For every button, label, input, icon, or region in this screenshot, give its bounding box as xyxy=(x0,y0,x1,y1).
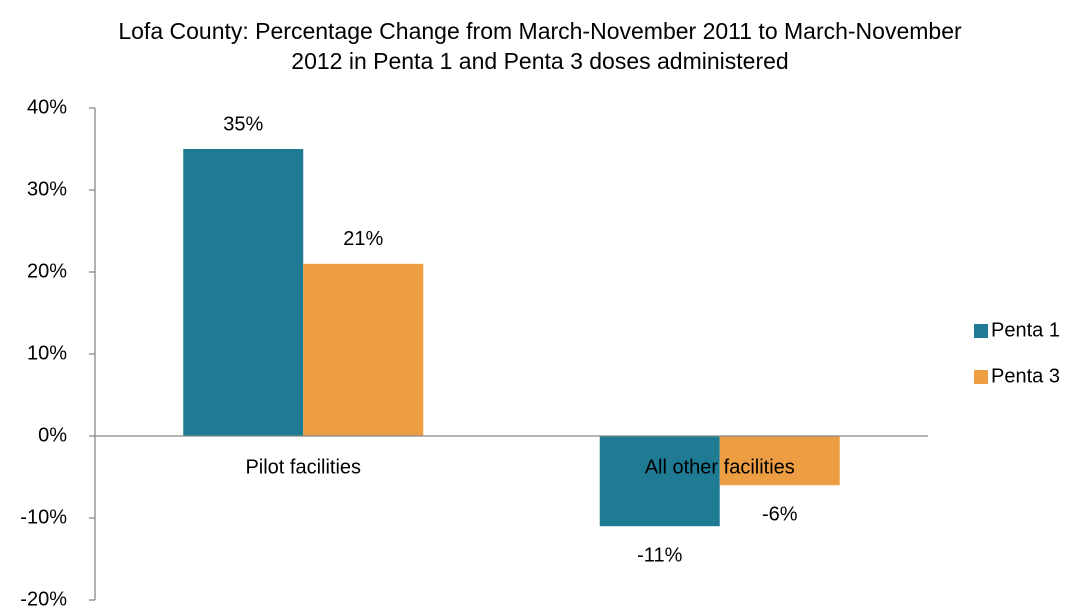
chart-title: Lofa County: Percentage Change from Marc… xyxy=(118,18,962,74)
bar xyxy=(719,436,840,486)
legend-label: Penta 3 xyxy=(991,365,1060,387)
value-label: -11% xyxy=(637,544,682,566)
x-tick-label: Pilot facilities xyxy=(245,456,361,478)
legend-swatch xyxy=(974,324,988,338)
y-tick-label: -20% xyxy=(20,588,67,609)
y-tick-label: 0% xyxy=(38,424,67,446)
y-tick-label: 40% xyxy=(27,96,67,118)
y-tick-label: 10% xyxy=(27,342,67,364)
y-tick-label: -10% xyxy=(20,506,67,528)
value-label: 35% xyxy=(223,113,263,135)
x-tick-label: All other facilities xyxy=(645,456,795,478)
value-label: -6% xyxy=(762,503,798,525)
bar xyxy=(183,149,304,436)
legend-swatch xyxy=(974,370,988,384)
bar xyxy=(303,263,424,436)
value-label: 21% xyxy=(343,228,383,250)
y-tick-label: 20% xyxy=(27,260,67,282)
y-tick-label: 30% xyxy=(27,178,67,200)
legend-label: Penta 1 xyxy=(991,319,1060,341)
bar xyxy=(599,436,720,527)
